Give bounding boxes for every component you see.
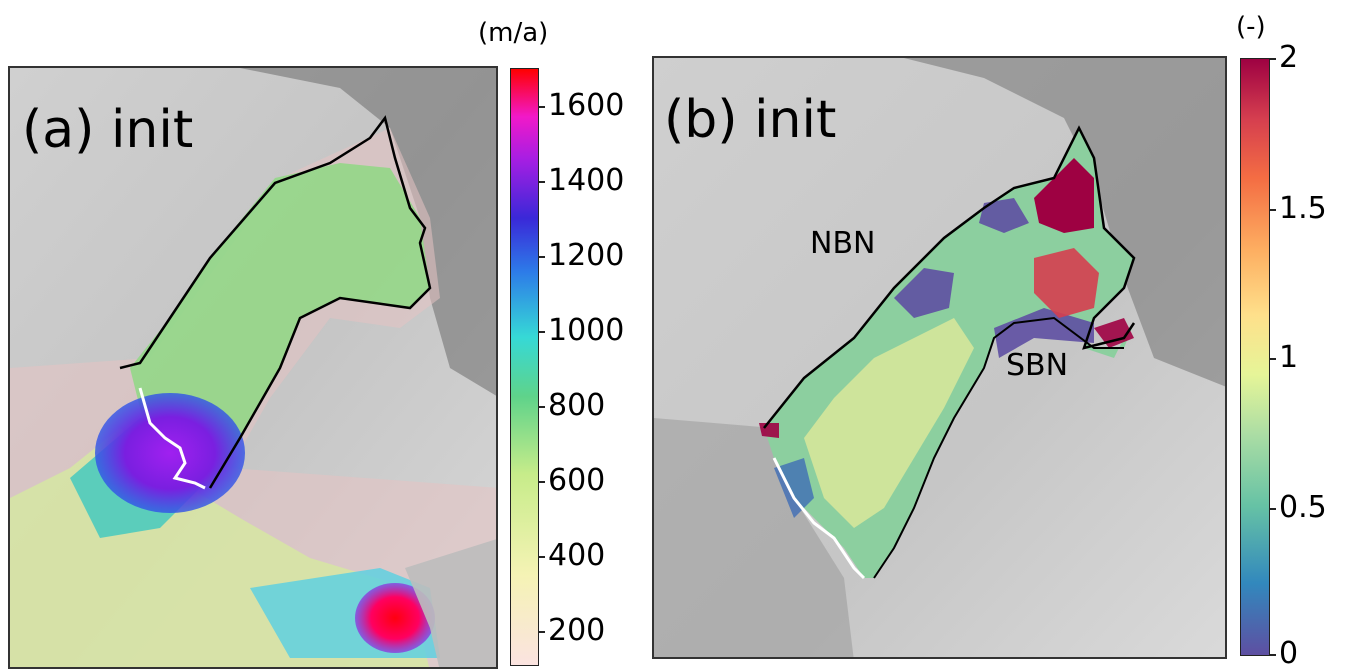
velocity-map bbox=[10, 68, 496, 667]
max-velocity-zone bbox=[355, 583, 435, 653]
colorbar-tick-mark bbox=[539, 481, 545, 483]
colorbar-tick-label: 200 bbox=[548, 613, 606, 648]
colorbar-b-unit: (-) bbox=[1236, 12, 1266, 42]
colorbar-tick-label: 0 bbox=[1279, 636, 1299, 671]
ratio-map bbox=[654, 58, 1225, 657]
colorbar-tick-label: 600 bbox=[548, 463, 606, 498]
colorbar-tick-mark bbox=[539, 256, 545, 258]
colorbar-tick-mark bbox=[1270, 209, 1276, 211]
colorbar-tick-label: 1.5 bbox=[1279, 191, 1327, 226]
colorbar-tick-label: 1400 bbox=[548, 163, 625, 198]
calving-front-line bbox=[119, 115, 432, 489]
colorbar-tick-mark bbox=[539, 406, 545, 408]
colorbar-tick-mark bbox=[539, 556, 545, 558]
grounding-line bbox=[772, 457, 866, 580]
sea-ice-area bbox=[240, 68, 496, 396]
colorbar-a-unit: (m/a) bbox=[478, 18, 549, 48]
grounding-line bbox=[138, 387, 206, 490]
high-velocity-zone bbox=[95, 393, 245, 513]
colorbar-tick-label: 1 bbox=[1279, 340, 1299, 375]
colorbar-a bbox=[510, 68, 539, 666]
colorbar-b bbox=[1240, 58, 1270, 656]
colorbar-tick-label: 800 bbox=[548, 388, 606, 423]
colorbar-tick-label: 400 bbox=[548, 538, 606, 573]
colorbar-tick-mark bbox=[539, 331, 545, 333]
colorbar-tick-mark bbox=[539, 106, 545, 108]
colorbar-tick-label: 2 bbox=[1279, 40, 1299, 75]
colorbar-tick-mark bbox=[1270, 654, 1276, 656]
map-panel-a: (a) init bbox=[8, 66, 498, 669]
colorbar-tick-label: 1200 bbox=[548, 238, 625, 273]
colorbar-tick-label: 1600 bbox=[548, 88, 625, 123]
colorbar-tick-mark bbox=[1270, 508, 1276, 510]
high-ratio-zone bbox=[1034, 158, 1094, 233]
sea-ice-area bbox=[904, 58, 1225, 387]
colorbar-tick-label: 1000 bbox=[548, 313, 625, 348]
map-panel-b: (b) init NBN SBN bbox=[652, 56, 1227, 659]
calving-front-line bbox=[763, 125, 1136, 429]
colorbar-tick-mark bbox=[539, 181, 545, 183]
panel-b-label: (b) init bbox=[664, 90, 837, 150]
colorbar-tick-mark bbox=[1270, 58, 1276, 60]
panel-a-label: (a) init bbox=[22, 100, 194, 160]
colorbar-tick-mark bbox=[539, 631, 545, 633]
region-label-sbn: SBN bbox=[1006, 348, 1069, 383]
colorbar-tick-label: 0.5 bbox=[1279, 490, 1327, 525]
region-label-nbn: NBN bbox=[810, 226, 876, 261]
colorbar-tick-mark bbox=[1270, 358, 1276, 360]
